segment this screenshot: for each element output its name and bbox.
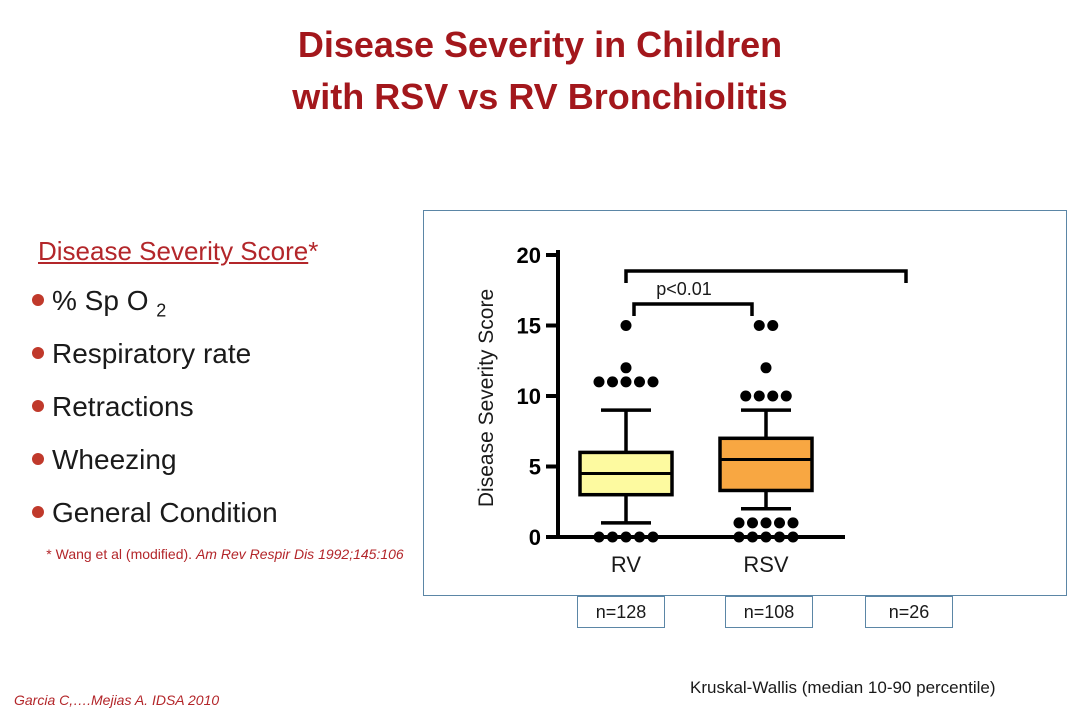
outlier-point — [607, 376, 618, 388]
outlier-point — [760, 517, 772, 529]
outlier-point — [607, 531, 618, 543]
bullet-spo2: % Sp O 2 — [32, 284, 278, 337]
score-heading-star: * — [308, 236, 319, 266]
n-label-rv: n=128 — [577, 596, 665, 628]
outlier-point — [647, 376, 659, 388]
outlier-point — [733, 517, 745, 529]
bullet-text: Retractions — [52, 391, 194, 422]
bullet-respiratory-rate: Respiratory rate — [32, 337, 278, 390]
slide-title-line1: Disease Severity in Children — [297, 24, 783, 65]
bullet-general-condition: General Condition — [32, 496, 278, 549]
n-label-third: n=26 — [865, 596, 953, 628]
outlier-point — [740, 390, 752, 402]
citation: Garcia C,….Mejias A. IDSA 2010 — [14, 692, 220, 708]
statistics-footnote: Kruskal-Wallis (median 10-90 percentile) — [690, 678, 996, 697]
bullet-text: Wheezing — [52, 444, 177, 475]
bullet-wheezing: Wheezing — [32, 443, 278, 496]
x-category-label: RV — [611, 552, 641, 577]
significance-bracket-inner — [632, 302, 754, 316]
outlier-point — [747, 517, 758, 529]
bullet-dot-icon — [32, 294, 44, 306]
outlier-point — [733, 531, 745, 543]
outlier-point — [620, 531, 632, 543]
bullet-retractions: Retractions — [32, 390, 278, 443]
reference-authors: * Wang et al (modified). — [46, 546, 196, 562]
bullet-dot-icon — [32, 453, 44, 465]
outlier-point — [774, 531, 785, 543]
outlier-point — [774, 517, 785, 529]
outlier-point — [634, 376, 645, 388]
outlier-point — [787, 531, 799, 543]
outlier-point — [753, 320, 765, 331]
y-tick-label: 20 — [517, 243, 541, 268]
outlier-point — [647, 531, 659, 543]
y-tick-label: 5 — [529, 455, 541, 480]
bullet-text: General Condition — [52, 497, 278, 528]
bullet-dot-icon — [32, 400, 44, 412]
score-bullet-list: % Sp O 2 Respiratory rate Retractions Wh… — [32, 284, 278, 549]
significance-bracket-outer — [624, 269, 908, 283]
bullet-text: Respiratory rate — [52, 338, 252, 369]
outlier-point — [787, 517, 799, 529]
score-reference: * Wang et al (modified). Am Rev Respir D… — [40, 545, 410, 563]
reference-journal: Am Rev Respir Dis 1992;145:106 — [195, 546, 404, 562]
outlier-point — [747, 531, 758, 543]
bullet-text: % Sp O — [52, 285, 149, 316]
outlier-point — [620, 320, 632, 331]
outlier-point — [760, 531, 772, 543]
outlier-point — [593, 376, 605, 388]
y-tick-label: 0 — [529, 525, 541, 550]
outlier-point — [753, 390, 765, 402]
bullet-dot-icon — [32, 347, 44, 359]
p-value-label: p<0.01 — [656, 279, 712, 299]
outlier-point — [767, 320, 779, 331]
chart-frame — [423, 210, 1067, 596]
score-heading: Disease Severity Score* — [38, 236, 318, 267]
outlier-point — [634, 531, 645, 543]
slide-title-line2: with RSV vs RV Bronchiolitis — [292, 76, 788, 117]
n-label-rsv: n=108 — [725, 596, 813, 628]
outlier-point — [620, 376, 632, 388]
score-heading-text: Disease Severity Score — [38, 236, 309, 266]
outlier-point — [767, 390, 779, 402]
x-category-label: RSV — [743, 552, 789, 577]
y-tick-label: 10 — [517, 384, 541, 409]
bullet-dot-icon — [32, 506, 44, 518]
outlier-point — [593, 531, 605, 543]
y-tick-label: 15 — [517, 314, 541, 339]
outlier-point — [780, 390, 792, 402]
box-rsv — [718, 436, 814, 493]
bullet-subscript: 2 — [156, 300, 167, 321]
outlier-point — [760, 362, 772, 374]
y-axis-label: Disease Severity Score — [475, 289, 498, 507]
outlier-point — [620, 362, 632, 374]
